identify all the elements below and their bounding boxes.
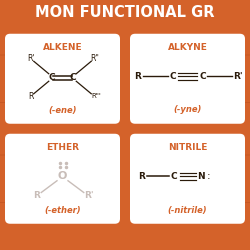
Text: C: C — [49, 73, 55, 82]
Text: R': R' — [27, 54, 34, 63]
Text: ETHER: ETHER — [46, 143, 79, 152]
Text: N: N — [197, 172, 204, 181]
Text: O: O — [58, 171, 67, 181]
Text: MON FUNCTIONAL GR: MON FUNCTIONAL GR — [35, 5, 215, 20]
FancyBboxPatch shape — [5, 34, 120, 124]
Text: R": R" — [90, 54, 100, 63]
Text: (-yne): (-yne) — [173, 106, 202, 114]
Text: R: R — [138, 172, 145, 181]
FancyBboxPatch shape — [22, 36, 103, 59]
FancyBboxPatch shape — [147, 36, 228, 59]
FancyBboxPatch shape — [27, 199, 98, 221]
FancyBboxPatch shape — [147, 136, 228, 159]
FancyBboxPatch shape — [149, 199, 226, 221]
Text: (-ene): (-ene) — [48, 106, 77, 114]
Text: C: C — [199, 72, 206, 81]
Text: (-ether): (-ether) — [44, 206, 81, 214]
FancyBboxPatch shape — [0, 155, 14, 202]
FancyBboxPatch shape — [0, 55, 14, 102]
FancyBboxPatch shape — [22, 136, 103, 159]
Text: NITRILE: NITRILE — [168, 143, 207, 152]
Text: ALKENE: ALKENE — [43, 43, 82, 52]
Text: R: R — [34, 191, 40, 200]
FancyBboxPatch shape — [152, 99, 223, 121]
Text: C: C — [170, 172, 177, 181]
Text: R: R — [28, 92, 33, 101]
Text: ALKYNE: ALKYNE — [168, 43, 207, 52]
FancyBboxPatch shape — [130, 134, 245, 224]
FancyBboxPatch shape — [5, 134, 120, 224]
Text: (-nitrile): (-nitrile) — [168, 206, 207, 214]
Text: :: : — [207, 171, 210, 181]
Text: C: C — [169, 72, 176, 81]
FancyBboxPatch shape — [27, 99, 98, 121]
Text: R': R' — [84, 191, 94, 200]
Text: C: C — [70, 73, 76, 82]
FancyBboxPatch shape — [236, 55, 250, 102]
Text: R: R — [134, 72, 141, 81]
Text: R"': R"' — [92, 93, 101, 99]
Text: R': R' — [233, 72, 242, 81]
FancyBboxPatch shape — [130, 34, 245, 124]
FancyBboxPatch shape — [236, 155, 250, 202]
